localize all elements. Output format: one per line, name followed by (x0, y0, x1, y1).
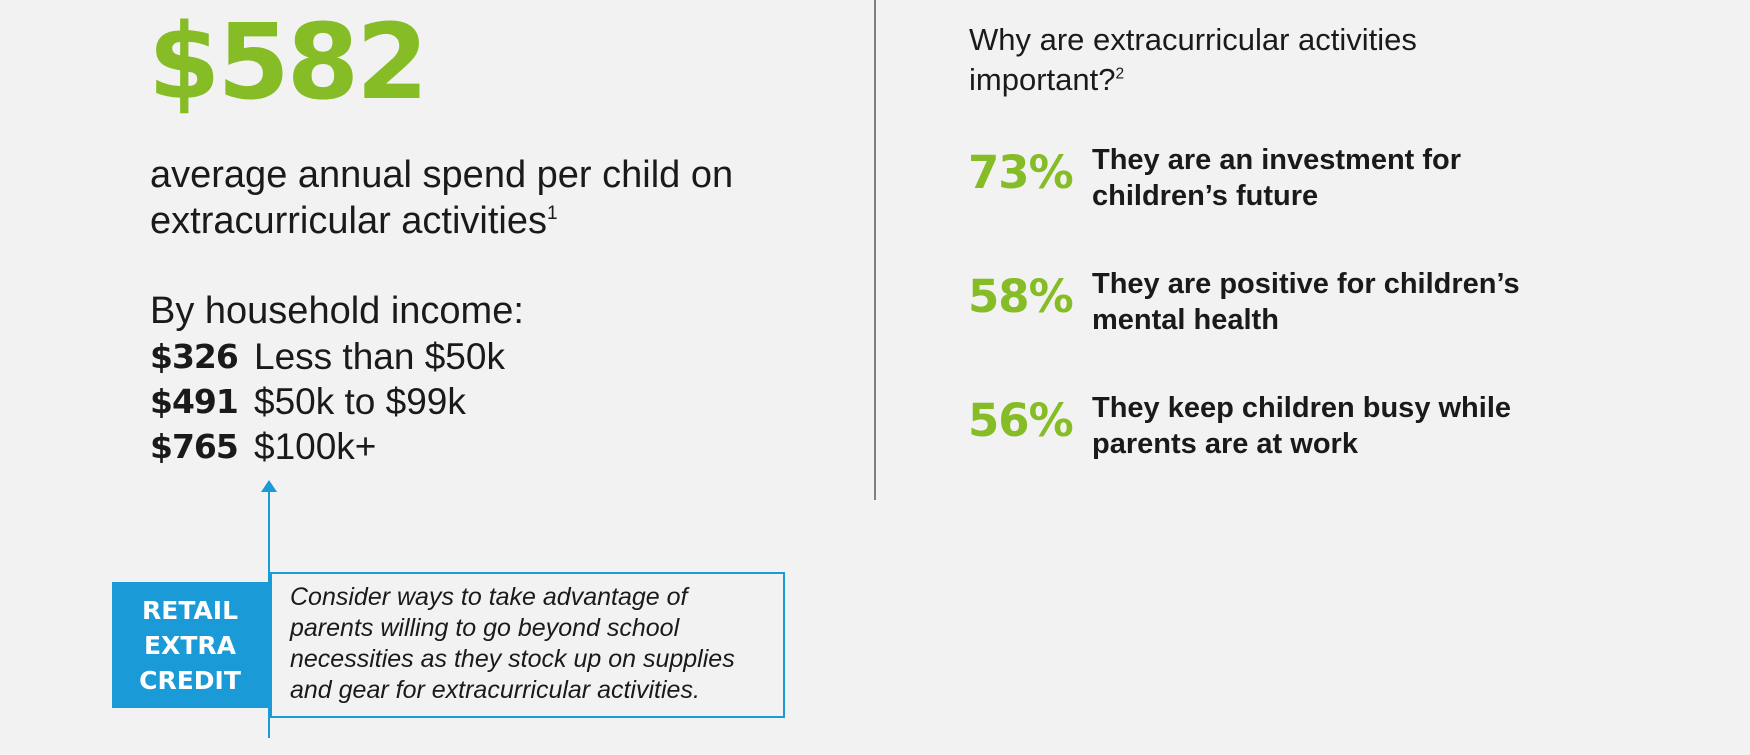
reason-text-line: parents are at work (1092, 428, 1358, 460)
reason-text-line: mental health (1092, 304, 1279, 336)
income-amount: $491 (150, 382, 239, 421)
reason-text: They keep children busy while parents ar… (1092, 390, 1542, 462)
reason-item: 58% They are positive for children’s men… (968, 266, 1542, 338)
average-spend-description: average annual spend per child on extrac… (150, 152, 790, 244)
why-important-heading-line: Why are extracurricular activities (969, 22, 1417, 57)
income-breakdown: By household income: $326 Less than $50k… (150, 288, 524, 469)
tag-line: CREDIT (139, 665, 241, 695)
reason-item: 56% They keep children busy while parent… (968, 390, 1542, 462)
income-row: $491 $50k to $99k (150, 379, 524, 424)
footnote-marker: 1 (547, 202, 558, 224)
retail-extra-credit-tag: RETAIL EXTRA CREDIT (112, 582, 268, 708)
reason-text-line: They are an investment for (1092, 144, 1462, 176)
average-spend-amount: $582 (148, 1, 428, 123)
pointer-arrow-line (268, 490, 270, 738)
average-spend-description-line: average annual spend per child on (150, 154, 734, 196)
callout-text-line: and gear for extracurricular activities. (290, 676, 700, 704)
income-amount: $326 (150, 337, 239, 376)
tag-line: RETAIL (141, 595, 239, 625)
income-heading: By household income: (150, 290, 524, 332)
reason-percentage: 56% (968, 394, 1074, 447)
average-spend-description-line: extracurricular activities1 (150, 198, 790, 244)
callout-text-line: necessities as they stock up on supplies (290, 645, 735, 673)
reason-percentage: 73% (968, 146, 1074, 199)
reason-percentage: 58% (968, 270, 1074, 323)
reason-text-line: They keep children busy while (1092, 392, 1512, 424)
income-label: $100k+ (254, 425, 377, 467)
reason-text: They are positive for children’s mental … (1092, 266, 1542, 338)
average-spend-description-text: extracurricular activities (150, 200, 547, 242)
reason-item: 73% They are an investment for children’… (968, 142, 1542, 214)
income-row: $326 Less than $50k (150, 334, 524, 379)
income-label: $50k to $99k (254, 380, 466, 422)
tag-line: EXTRA (143, 630, 236, 660)
callout-box: Consider ways to take advantage of paren… (270, 572, 785, 718)
income-amount: $765 (150, 427, 239, 466)
why-important-heading: Why are extracurricular activities impor… (969, 20, 1529, 100)
callout-text-line: Consider ways to take advantage of (290, 583, 688, 611)
column-divider (874, 0, 876, 500)
arrow-up-icon (261, 480, 277, 492)
reason-text-line: They are positive for children’s (1092, 268, 1520, 300)
why-important-heading-line: important?2 (969, 60, 1529, 100)
why-important-heading-text: important? (969, 62, 1116, 97)
income-label: Less than $50k (254, 335, 505, 377)
callout-text-line: parents willing to go beyond school (290, 614, 680, 642)
income-row: $765 $100k+ (150, 424, 524, 469)
reason-text: They are an investment for children’s fu… (1092, 142, 1542, 214)
reason-text-line: children’s future (1092, 180, 1319, 212)
footnote-marker: 2 (1115, 65, 1125, 83)
